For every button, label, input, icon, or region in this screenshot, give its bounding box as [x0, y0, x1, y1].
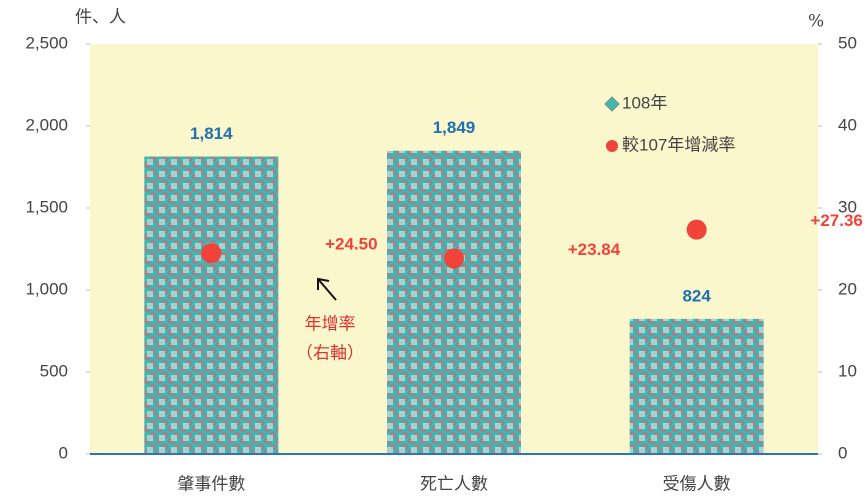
data-label: 824 — [682, 286, 711, 305]
y-axis-label: 件、人 — [75, 8, 126, 28]
y-tick-label: 1,500 — [25, 197, 68, 216]
x-tick-label: 肇事件數 — [177, 475, 245, 495]
y-tick-label: 1,000 — [25, 279, 68, 298]
y2-tick-label: 0 — [838, 443, 847, 462]
y-tick-label: 500 — [40, 361, 68, 380]
bar — [629, 318, 764, 454]
legend-label: 較107年增減率 — [622, 135, 735, 154]
annotation-arrow — [317, 277, 337, 301]
legend-label: 108年 — [622, 93, 667, 112]
x-tick-label: 受傷人數 — [663, 475, 731, 495]
data-label: +23.84 — [568, 240, 621, 259]
data-label: +27.36 — [810, 211, 862, 230]
annotation: 年增率 — [305, 315, 356, 335]
x-tick-label: 死亡人數 — [420, 475, 488, 495]
y-tick-label: 0 — [59, 443, 68, 462]
point — [444, 248, 464, 269]
point — [201, 243, 222, 264]
bar — [144, 156, 279, 454]
data-label: +24.50 — [325, 235, 377, 254]
y2-tick-label: 10 — [838, 361, 857, 380]
y2-axis-label: % — [808, 12, 824, 32]
data-label: 1,814 — [190, 124, 233, 143]
y-tick-label: 2,500 — [25, 33, 68, 52]
y2-tick-label: 20 — [838, 279, 857, 298]
y2-tick-label: 30 — [838, 197, 857, 216]
data-label: 1,849 — [433, 118, 476, 137]
y2-tick-label: 50 — [838, 33, 857, 52]
bar — [387, 150, 521, 454]
annotation: （右軸） — [296, 344, 364, 364]
y-tick-label: 2,000 — [25, 115, 68, 134]
y2-tick-label: 40 — [838, 115, 857, 134]
point — [686, 219, 707, 240]
legend-swatch — [606, 140, 618, 152]
legend-swatch — [604, 96, 620, 112]
